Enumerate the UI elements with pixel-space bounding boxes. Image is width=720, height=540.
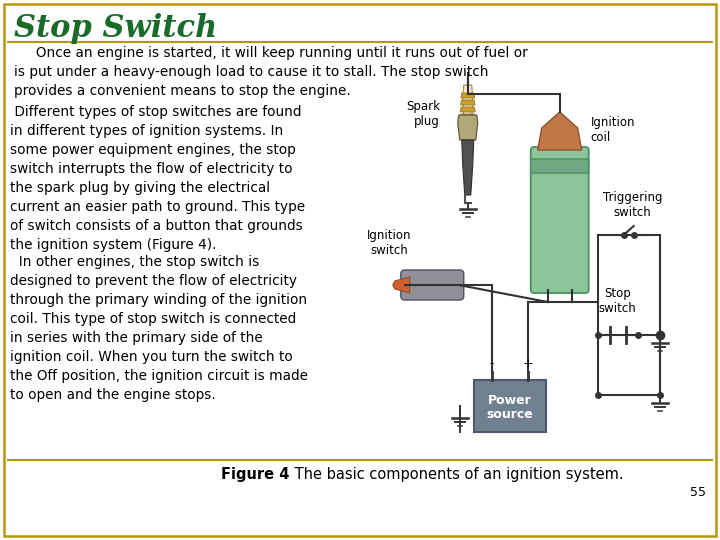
Polygon shape [393, 277, 410, 293]
Text: Spark
plug: Spark plug [406, 100, 440, 128]
Text: Triggering
switch: Triggering switch [603, 191, 662, 219]
Polygon shape [460, 107, 475, 112]
Text: Figure 4: Figure 4 [222, 468, 290, 483]
Polygon shape [462, 140, 474, 195]
Polygon shape [461, 100, 475, 105]
Polygon shape [460, 114, 476, 119]
Polygon shape [461, 93, 474, 98]
Polygon shape [458, 115, 478, 140]
Text: Once an engine is started, it will keep running until it runs out of fuel or
is : Once an engine is started, it will keep … [14, 46, 528, 98]
Text: source: source [486, 408, 533, 421]
FancyBboxPatch shape [531, 147, 589, 293]
Text: In other engines, the stop switch is
designed to prevent the flow of electricity: In other engines, the stop switch is des… [10, 255, 308, 402]
Text: Ignition
coil: Ignition coil [590, 116, 635, 144]
Polygon shape [538, 112, 582, 150]
Text: +: + [523, 357, 533, 370]
Text: Ignition
switch: Ignition switch [366, 229, 411, 257]
Text: Stop
switch: Stop switch [599, 287, 636, 315]
Text: 55: 55 [690, 485, 706, 498]
FancyBboxPatch shape [531, 159, 589, 173]
Text: Stop Switch: Stop Switch [14, 13, 217, 44]
Text: -: - [490, 357, 494, 370]
Text: Power: Power [488, 395, 531, 408]
FancyBboxPatch shape [474, 380, 546, 432]
Text: The basic components of an ignition system.: The basic components of an ignition syst… [290, 468, 624, 483]
Text: Different types of stop switches are found
in different types of ignition system: Different types of stop switches are fou… [10, 105, 305, 252]
FancyBboxPatch shape [401, 270, 464, 300]
Polygon shape [463, 85, 473, 120]
FancyBboxPatch shape [4, 4, 716, 536]
